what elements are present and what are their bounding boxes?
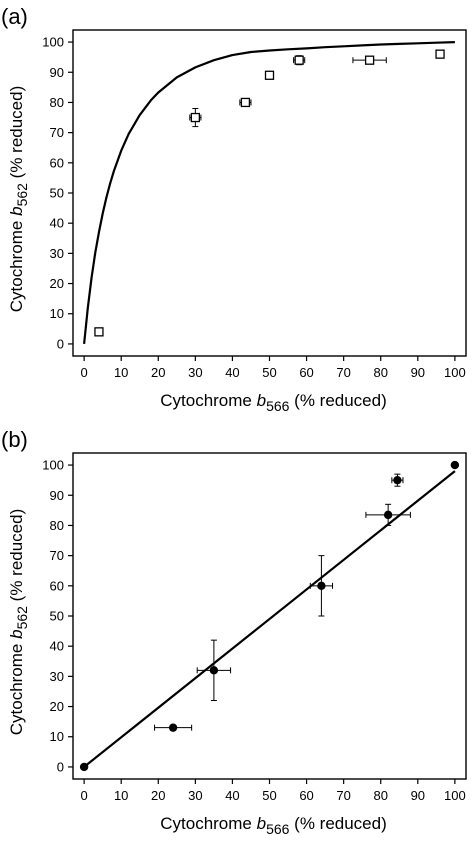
y-tick-label: 30 — [50, 246, 64, 261]
x-tick-label: 90 — [411, 788, 425, 803]
chart-panel-a: (a) 0 10 20 30 40 50 60 70 80 90 100 0 10 20 30 40 50 60 70… — [0, 0, 474, 422]
data-point — [209, 666, 219, 675]
y-tick-label: 60 — [50, 578, 64, 593]
y-tick-label: 90 — [50, 488, 64, 503]
axis-title-subscript: 562 — [14, 606, 30, 630]
y-tick-label: 0 — [57, 759, 64, 774]
axis-title-text: Cytochrome — [160, 391, 256, 410]
axis-title-subscript: 566 — [266, 821, 290, 837]
y-tick-label: 100 — [42, 458, 64, 473]
x-tick-label: 20 — [151, 788, 165, 803]
data-point — [364, 55, 375, 65]
y-tick-label: 80 — [50, 95, 64, 110]
x-tick-label: 80 — [373, 365, 387, 380]
y-tick-label: 50 — [50, 186, 64, 201]
x-tick-label: 10 — [114, 365, 128, 380]
data-point — [264, 70, 275, 80]
y-tick-label: 20 — [50, 699, 64, 714]
y-tick-label: 100 — [42, 35, 64, 50]
data-point — [168, 723, 178, 732]
data-point — [393, 475, 402, 485]
chart-b: (b) 0 10 20 30 40 50 60 70 80 90 100 0 10 20 30 40 50 60 70… — [1, 427, 467, 837]
y-axis-title: Cytochrome b562 (% reduced) — [7, 86, 30, 313]
y-tick-label: 0 — [57, 336, 64, 351]
axis-title-subscript: 566 — [266, 398, 290, 414]
data-point — [450, 460, 460, 470]
axis-title-text: Cytochrome — [7, 216, 26, 312]
data-point — [435, 49, 445, 59]
x-axis-title: Cytochrome b566 (% reduced) — [160, 391, 387, 414]
data-point — [294, 55, 304, 65]
axis-title-text: (% reduced) — [7, 509, 26, 606]
data-point — [190, 112, 200, 123]
x-tick-label: 20 — [151, 365, 165, 380]
y-tick-label: 30 — [50, 669, 64, 684]
x-tick-label: 80 — [373, 788, 387, 803]
y-tick-label: 20 — [50, 276, 64, 291]
x-tick-label: 30 — [188, 365, 202, 380]
x-tick-label: 70 — [336, 788, 350, 803]
chart-a: (a) 0 10 20 30 40 50 60 70 80 90 100 0 10 20 30 40 50 60 70… — [1, 4, 467, 414]
axis-title-text: Cytochrome — [7, 639, 26, 735]
axis-title-italic: b — [7, 206, 26, 215]
x-tick-label: 40 — [225, 788, 239, 803]
x-tick-label: 90 — [411, 365, 425, 380]
axis-title-text: (% reduced) — [289, 391, 386, 410]
y-tick-label: 40 — [50, 639, 64, 654]
y-tick-label: 70 — [50, 125, 64, 140]
axis-title-text: Cytochrome — [160, 814, 256, 833]
y-tick-label: 40 — [50, 216, 64, 231]
y-tick-label: 70 — [50, 548, 64, 563]
y-tick-label: 10 — [50, 306, 64, 321]
y-tick-label: 90 — [50, 65, 64, 80]
x-tick-label: 0 — [81, 788, 88, 803]
axis-title-italic: b — [7, 629, 26, 638]
data-point — [317, 581, 326, 591]
axis-title-text: (% reduced) — [289, 814, 386, 833]
fit-line — [83, 41, 455, 345]
x-tick-label: 100 — [444, 788, 466, 803]
axis-title-italic: b — [257, 814, 266, 833]
x-tick-label: 50 — [262, 788, 276, 803]
y-tick-label: 80 — [50, 518, 64, 533]
data-point — [240, 97, 251, 108]
x-tick-label: 100 — [444, 365, 466, 380]
x-tick-label: 10 — [114, 788, 128, 803]
x-tick-label: 50 — [262, 365, 276, 380]
data-point — [383, 510, 393, 520]
chart-panel-b: (b) 0 10 20 30 40 50 60 70 80 90 100 0 10 20 30 40 50 60 70… — [0, 423, 474, 845]
fit-line — [83, 470, 456, 768]
panel-label: (a) — [1, 4, 28, 29]
x-tick-label: 60 — [299, 788, 313, 803]
panel-label: (b) — [1, 427, 28, 452]
axis-title-text: (% reduced) — [7, 86, 26, 183]
axis-title-italic: b — [257, 391, 266, 410]
x-axis-title: Cytochrome b566 (% reduced) — [160, 814, 387, 837]
data-point — [94, 327, 104, 337]
y-tick-label: 50 — [50, 609, 64, 624]
y-axis-title: Cytochrome b562 (% reduced) — [7, 509, 30, 736]
x-tick-label: 60 — [299, 365, 313, 380]
x-tick-label: 0 — [81, 365, 88, 380]
axis-title-subscript: 562 — [14, 183, 30, 207]
y-tick-label: 10 — [50, 729, 64, 744]
y-tick-label: 60 — [50, 155, 64, 170]
x-tick-label: 30 — [188, 788, 202, 803]
x-tick-label: 70 — [336, 365, 350, 380]
x-tick-label: 40 — [225, 365, 239, 380]
